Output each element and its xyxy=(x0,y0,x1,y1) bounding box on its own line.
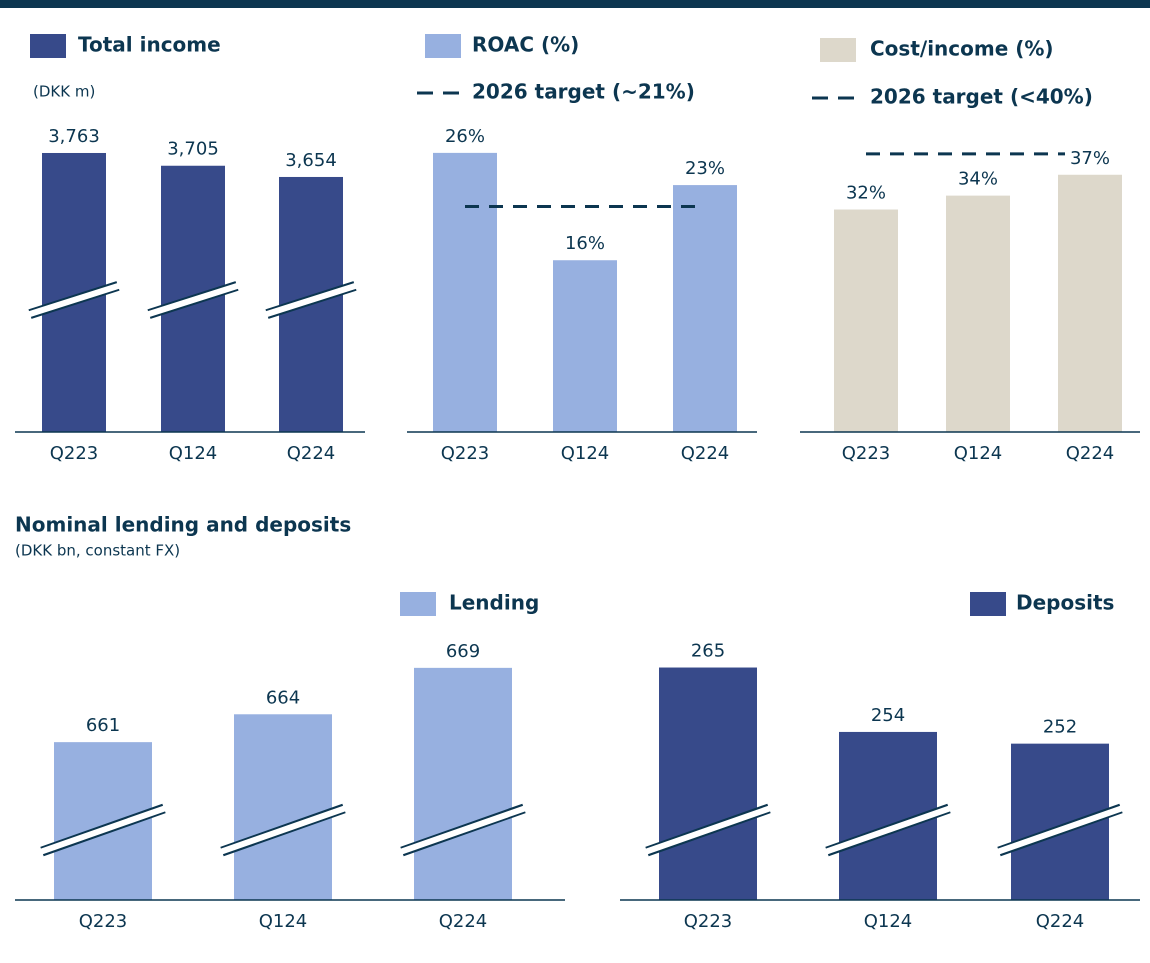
bar xyxy=(946,195,1010,432)
x-tick-label: Q224 xyxy=(287,443,336,464)
legend-swatch xyxy=(970,592,1006,616)
bar xyxy=(553,260,617,432)
chart-subtitle: (DKK m) xyxy=(33,83,95,101)
value-label: 37% xyxy=(1070,148,1110,169)
bar xyxy=(414,667,512,900)
legend-label: Lending xyxy=(449,591,539,615)
bar xyxy=(234,714,332,900)
x-tick-label: Q223 xyxy=(50,443,99,464)
x-tick-label: Q224 xyxy=(439,911,488,932)
x-tick-label: Q124 xyxy=(561,443,610,464)
legend-swatch xyxy=(425,34,461,58)
legend-label: Deposits xyxy=(1016,591,1114,615)
value-label: 23% xyxy=(685,158,725,179)
value-label: 26% xyxy=(445,126,485,147)
axis-break xyxy=(996,805,1124,855)
value-label: 34% xyxy=(958,169,998,190)
axis-break xyxy=(264,282,358,318)
legend-label: 2026 target (~21%) xyxy=(472,80,695,104)
legend-label: ROAC (%) xyxy=(472,33,579,57)
value-label: 265 xyxy=(691,641,725,662)
axis-break xyxy=(644,805,772,855)
section-subtitle: (DKK bn, constant FX) xyxy=(15,542,180,560)
axis-break xyxy=(146,282,240,318)
value-label: 3,654 xyxy=(285,150,337,171)
x-tick-label: Q224 xyxy=(1066,443,1115,464)
legend-label: Total income xyxy=(78,33,221,57)
legend-swatch xyxy=(820,38,856,62)
bar xyxy=(433,152,497,432)
value-label: 254 xyxy=(871,705,905,726)
x-tick-label: Q124 xyxy=(864,911,913,932)
bar xyxy=(1058,174,1122,432)
bar xyxy=(659,667,757,900)
legend-swatch xyxy=(30,34,66,58)
x-tick-label: Q223 xyxy=(79,911,128,932)
x-tick-label: Q223 xyxy=(842,443,891,464)
legend-swatch xyxy=(400,592,436,616)
value-label: 3,705 xyxy=(167,139,219,160)
x-tick-label: Q124 xyxy=(259,911,308,932)
axis-break xyxy=(399,805,527,855)
bar xyxy=(834,209,898,432)
x-tick-label: Q124 xyxy=(954,443,1003,464)
axis-break xyxy=(824,805,952,855)
x-tick-label: Q224 xyxy=(1036,911,1085,932)
value-label: 661 xyxy=(86,715,120,736)
value-label: 3,763 xyxy=(48,126,100,147)
legend-label: 2026 target (<40%) xyxy=(870,85,1093,109)
axis-break xyxy=(39,805,167,855)
top-rule xyxy=(0,0,1150,8)
value-label: 664 xyxy=(266,687,300,708)
axis-break xyxy=(27,282,121,318)
value-label: 16% xyxy=(565,233,605,254)
value-label: 32% xyxy=(846,183,886,204)
x-tick-label: Q224 xyxy=(681,443,730,464)
axis-break xyxy=(219,805,347,855)
legend-label: Cost/income (%) xyxy=(870,37,1054,61)
value-label: 252 xyxy=(1043,717,1077,738)
section-title: Nominal lending and deposits xyxy=(15,513,351,537)
x-tick-label: Q124 xyxy=(169,443,218,464)
x-tick-label: Q223 xyxy=(441,443,490,464)
x-tick-label: Q223 xyxy=(684,911,733,932)
value-label: 669 xyxy=(446,641,480,662)
bar xyxy=(673,185,737,432)
